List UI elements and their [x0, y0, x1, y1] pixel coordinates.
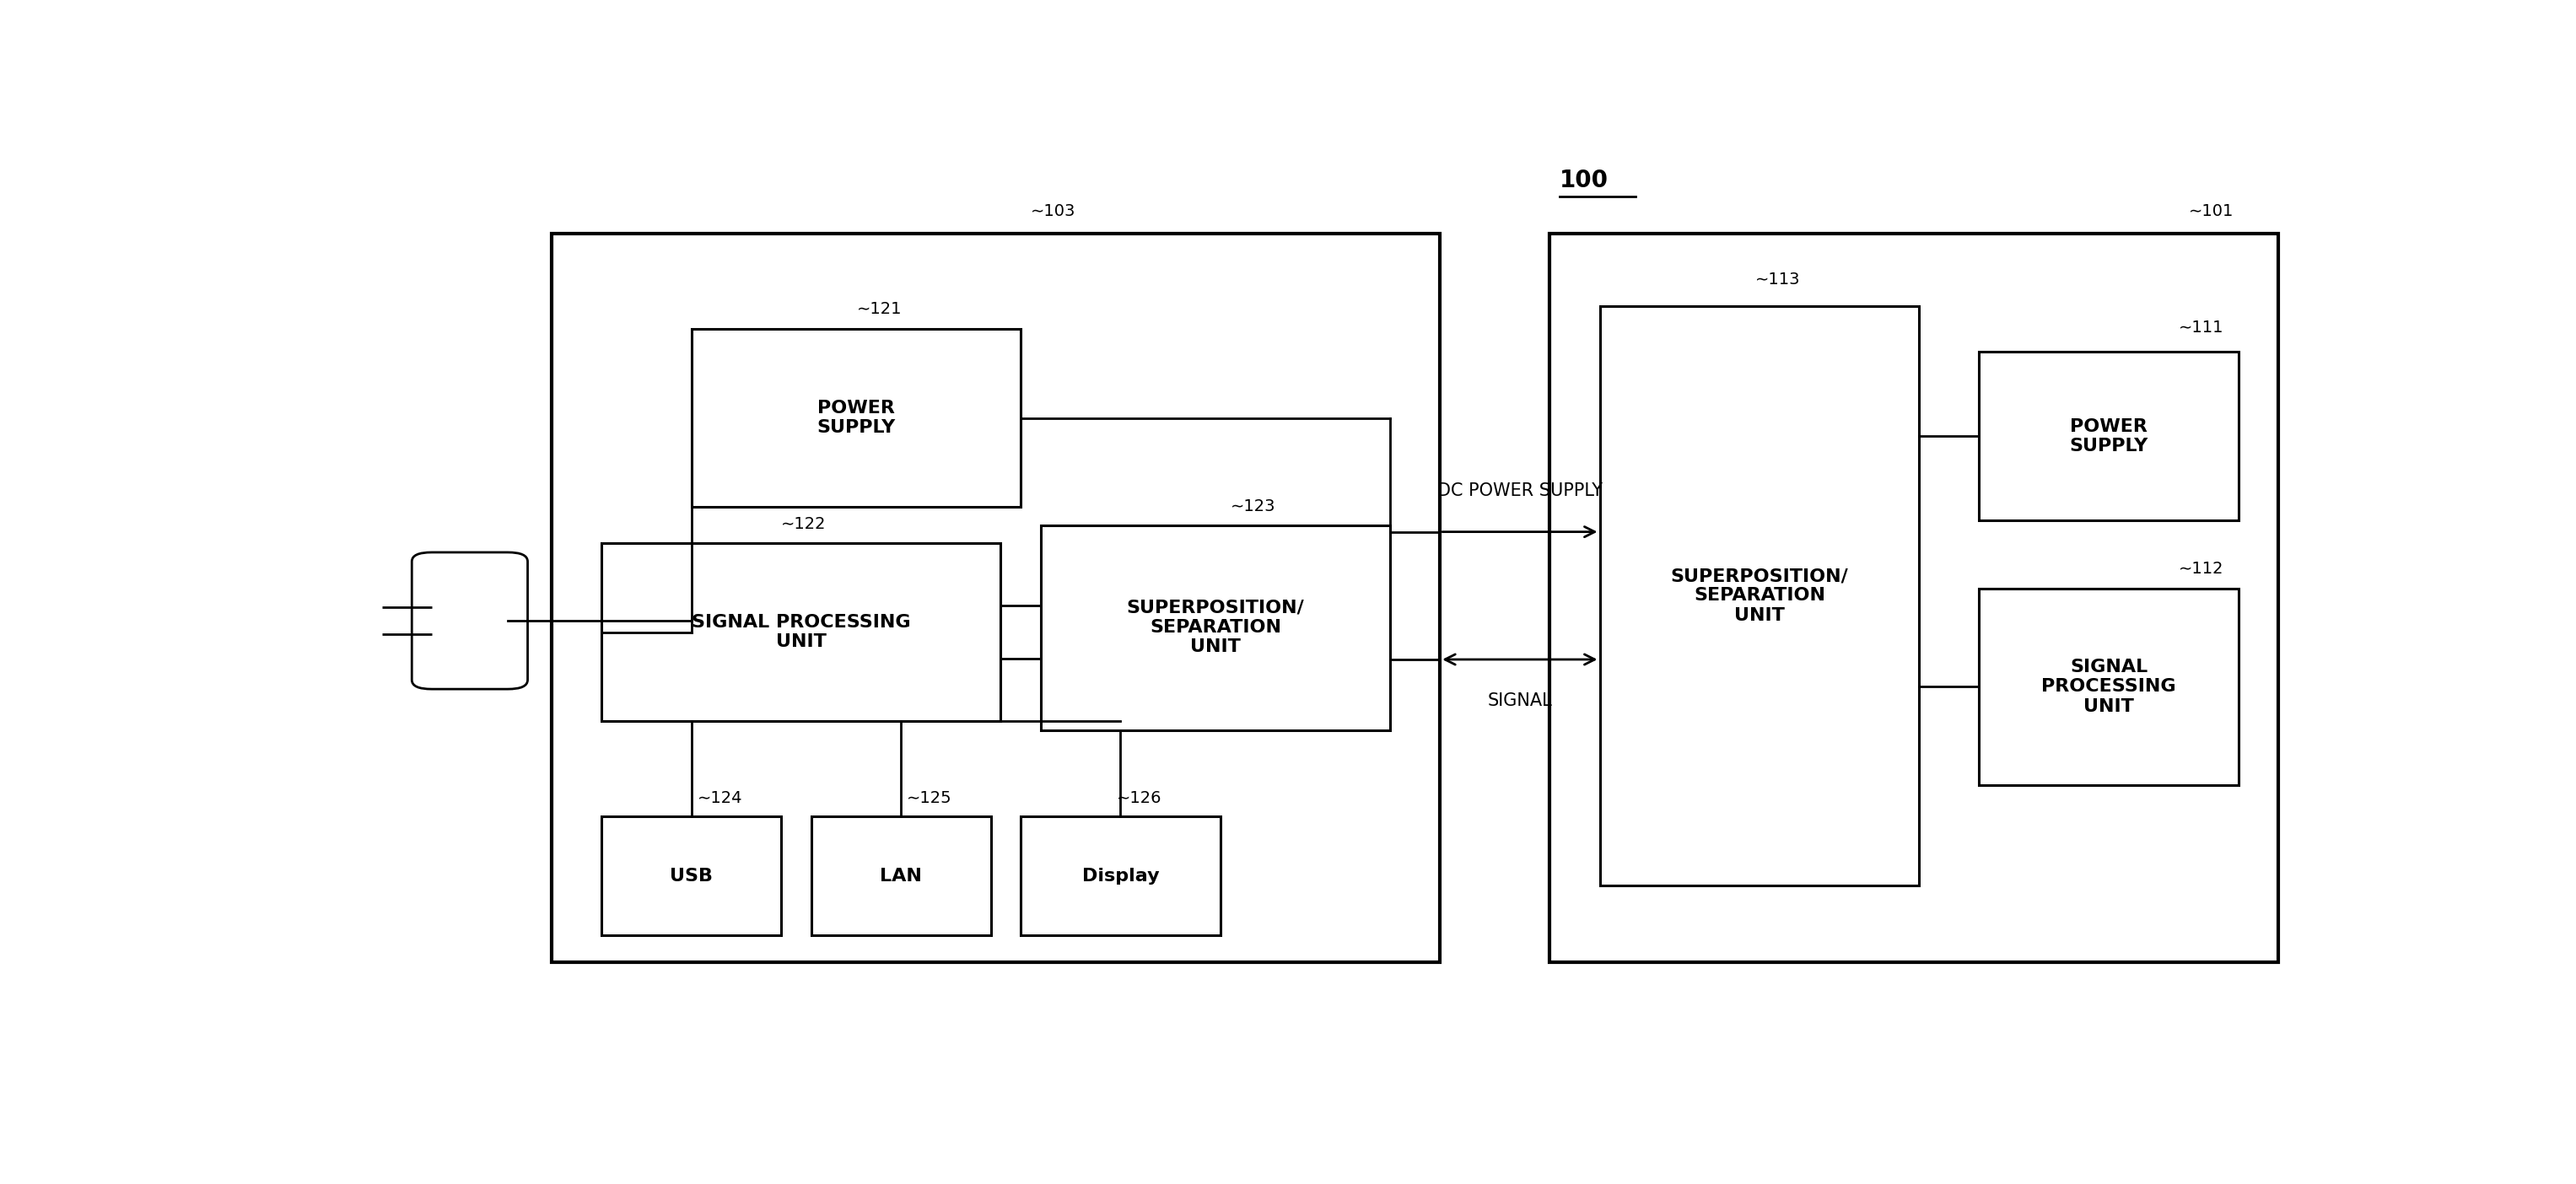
Bar: [1600, 307, 1919, 886]
Bar: [1978, 352, 2239, 521]
Text: 100: 100: [1561, 168, 1607, 192]
Text: SIGNAL
PROCESSING
UNIT: SIGNAL PROCESSING UNIT: [2040, 658, 2177, 715]
Text: POWER
SUPPLY: POWER SUPPLY: [2069, 418, 2148, 455]
FancyBboxPatch shape: [412, 552, 528, 689]
Text: ∼103: ∼103: [1030, 204, 1077, 219]
Bar: [1020, 817, 1221, 935]
Text: ∼112: ∼112: [2179, 561, 2223, 577]
Text: Display: Display: [1082, 868, 1159, 884]
Text: SIGNAL: SIGNAL: [1486, 693, 1553, 709]
Text: ∼123: ∼123: [1231, 498, 1275, 514]
Bar: [1978, 588, 2239, 785]
Text: ∼124: ∼124: [698, 790, 742, 806]
Text: ∼101: ∼101: [2190, 204, 2233, 219]
Text: SUPERPOSITION/
SEPARATION
UNIT: SUPERPOSITION/ SEPARATION UNIT: [1126, 599, 1303, 656]
Text: SIGNAL PROCESSING
UNIT: SIGNAL PROCESSING UNIT: [690, 613, 912, 650]
Bar: [603, 817, 781, 935]
Text: ∼113: ∼113: [1754, 272, 1801, 288]
Text: ∼125: ∼125: [907, 790, 953, 806]
Text: ∼122: ∼122: [781, 516, 827, 533]
Bar: [690, 329, 1020, 507]
Bar: [551, 233, 1440, 963]
Bar: [811, 817, 992, 935]
Text: ∼111: ∼111: [2179, 320, 2223, 335]
Text: LAN: LAN: [881, 868, 922, 884]
Text: DC POWER SUPPLY: DC POWER SUPPLY: [1437, 482, 1602, 500]
Text: USB: USB: [670, 868, 714, 884]
Text: ∼121: ∼121: [858, 301, 902, 317]
Text: POWER
SUPPLY: POWER SUPPLY: [817, 400, 896, 436]
Text: SUPERPOSITION/
SEPARATION
UNIT: SUPERPOSITION/ SEPARATION UNIT: [1669, 567, 1850, 624]
Bar: [1551, 233, 2277, 963]
Bar: [1041, 525, 1391, 731]
Bar: [603, 543, 999, 721]
Text: ∼126: ∼126: [1115, 790, 1162, 806]
